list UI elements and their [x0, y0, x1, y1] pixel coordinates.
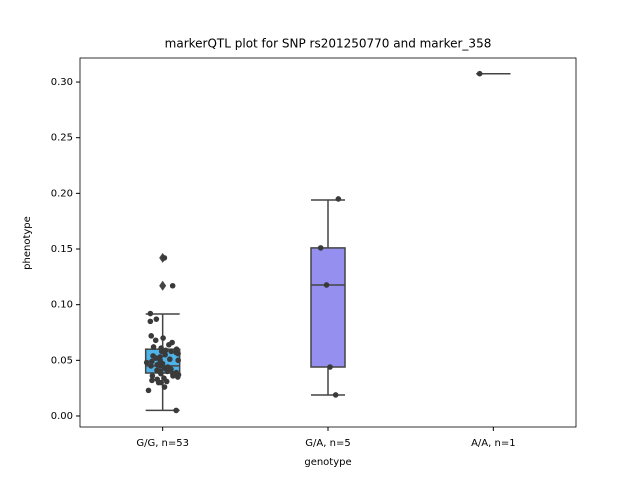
strip-point: [167, 356, 173, 363]
x-tick-label: A/A, n=1: [471, 438, 516, 449]
strip-point: [148, 333, 155, 339]
y-tick-label: 0.20: [51, 188, 73, 199]
strip-point: [158, 379, 164, 386]
strip-point: [148, 363, 154, 369]
x-tick-label: G/A, n=5: [305, 438, 350, 449]
strip-point: [149, 373, 156, 379]
strip-point: [173, 346, 180, 352]
outlier: [159, 280, 167, 291]
y-tick-label: 0.15: [51, 244, 73, 255]
strip-point: [317, 245, 324, 251]
strip-point: [162, 347, 169, 354]
y-tick-label: 0.10: [51, 300, 73, 311]
strip-point: [154, 376, 160, 383]
strip-point: [157, 354, 163, 360]
x-tick-label: G/G, n=53: [136, 438, 189, 449]
strip-point: [149, 358, 155, 365]
strip-point: [149, 377, 155, 384]
y-tick-label: 0.30: [51, 77, 73, 88]
strip-point: [147, 310, 154, 317]
strip-point: [145, 387, 152, 394]
strip-point: [175, 357, 181, 364]
strip-point: [169, 282, 176, 289]
strip-point: [147, 318, 154, 325]
y-tick-label: 0.25: [51, 133, 73, 144]
strip-point: [165, 364, 171, 370]
strip-point: [332, 392, 339, 398]
chart-title: markerQTL plot for SNP rs201250770 and m…: [165, 37, 492, 51]
strip-point: [143, 359, 150, 366]
strip-point: [327, 364, 333, 370]
strip-point: [152, 337, 159, 344]
strip-point: [323, 282, 330, 288]
strip-point: [150, 353, 156, 359]
strip-point: [173, 407, 179, 414]
strip-point: [168, 348, 175, 355]
strip-point: [335, 196, 342, 202]
strip-point: [173, 369, 180, 376]
x-axis-label: genotype: [304, 457, 351, 468]
y-tick-label: 0.05: [51, 355, 73, 366]
box: [310, 247, 346, 368]
strip-point: [169, 339, 175, 346]
strip-point: [153, 316, 160, 322]
strip-point: [160, 335, 166, 341]
strip-point: [476, 70, 483, 77]
strip-point: [150, 344, 157, 350]
strip-point: [158, 345, 164, 351]
y-tick-label: 0.00: [51, 411, 73, 422]
y-axis-label: phenotype: [22, 216, 33, 270]
strip-point: [154, 361, 161, 368]
strip-point: [161, 384, 168, 390]
strip-point: [161, 255, 168, 261]
strip-point: [154, 367, 160, 374]
strip-point: [161, 375, 167, 381]
